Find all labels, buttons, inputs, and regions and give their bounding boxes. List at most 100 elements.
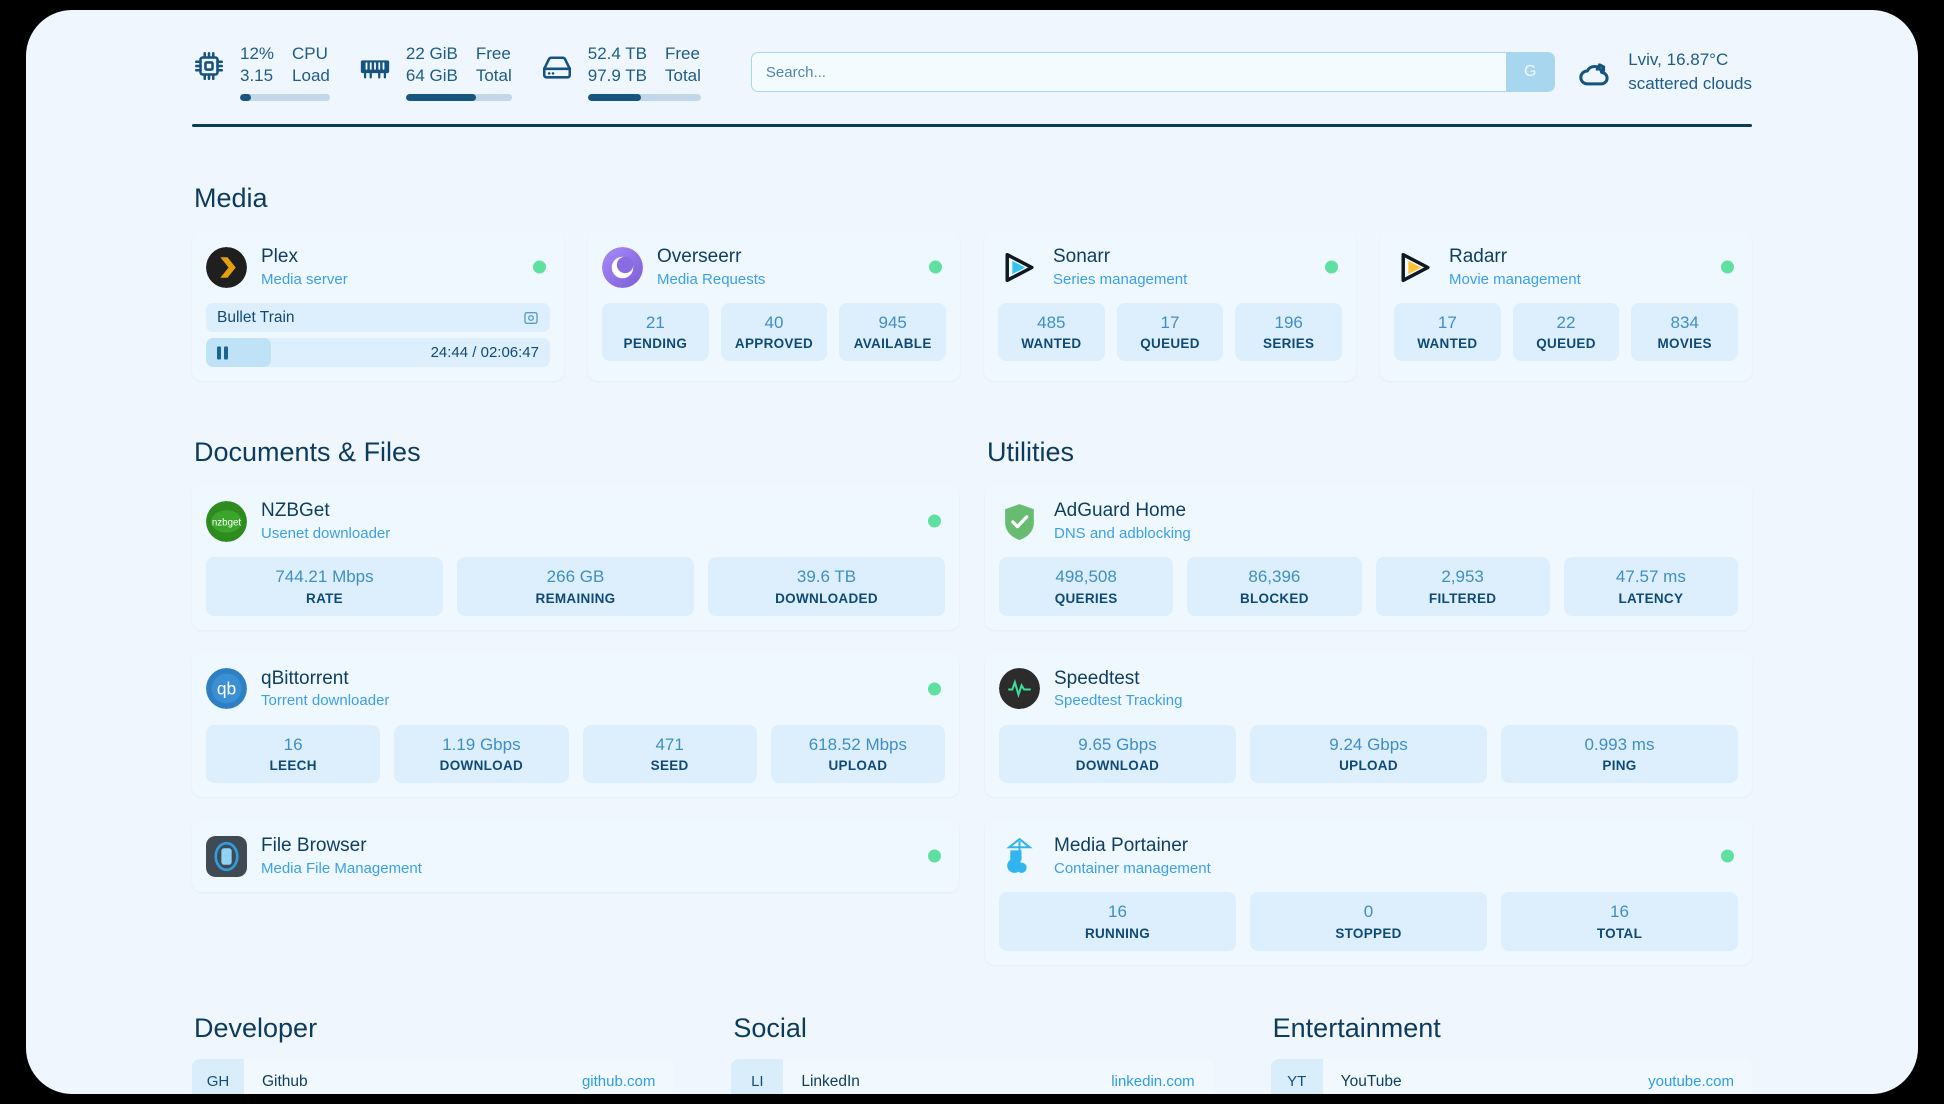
service-card-sonarr[interactable]: Sonarr Series management 485 WANTED 17 Q…	[984, 230, 1356, 382]
stat-value: 618.52 Mbps	[808, 734, 908, 754]
stat-tile: 618.52 Mbps UPLOAD	[770, 724, 945, 784]
service-card-file-browser[interactable]: File Browser Media File Management	[192, 819, 959, 893]
card-title: qBittorrent	[261, 667, 349, 689]
stat-label: PENDING	[623, 336, 688, 352]
cast-icon[interactable]	[523, 310, 539, 326]
status-dot	[929, 260, 942, 274]
ram-value-top: 22 GiB	[405, 44, 458, 64]
stat-value: 9.24 Gbps	[1329, 734, 1408, 754]
disk-progress-bar	[587, 93, 701, 101]
radarr-logo-icon	[1394, 247, 1435, 288]
stat-label: TOTAL	[1596, 925, 1643, 941]
search-input[interactable]	[751, 53, 1507, 91]
card-header: Sonarr Series management	[998, 245, 1342, 289]
bookmark-url: github.com	[581, 1073, 656, 1090]
search-provider-button[interactable]: G	[1506, 53, 1555, 91]
search-bar[interactable]: G	[750, 52, 1556, 92]
stat-tile: 266 GB REMAINING	[457, 557, 694, 616]
now-playing-title: Bullet Train	[217, 308, 295, 326]
card-header: Overseerr Media Requests	[602, 245, 946, 289]
stat-tile: 9.65 Gbps DOWNLOAD	[999, 724, 1236, 784]
service-card-adguard-home[interactable]: AdGuard Home DNS and adblocking 498,508 …	[985, 484, 1752, 630]
service-card-plex[interactable]: Plex Media server Bullet Train	[192, 230, 564, 382]
bookmarks-grid: Developer GH Github github.com SO StackO…	[192, 1012, 1752, 1094]
service-card-radarr[interactable]: Radarr Movie management 17 WANTED 22 QUE…	[1380, 230, 1752, 382]
bookmark-group-title: Entertainment	[1272, 1012, 1441, 1043]
header-bar: 12% 3.15 CPU Load	[192, 36, 1752, 108]
stat-value: 21	[645, 313, 665, 333]
card-subtitle: Torrent downloader	[261, 692, 390, 710]
status-dot	[928, 514, 941, 528]
stat-value: 196	[1274, 313, 1303, 333]
stat-label: QUEUED	[1536, 336, 1596, 352]
cpu-progress-fill	[240, 93, 251, 101]
stat-tile: 0 STOPPED	[1250, 892, 1487, 951]
status-dot	[1325, 260, 1338, 274]
stat-label: DOWNLOAD	[439, 758, 524, 774]
svg-text:qb: qb	[217, 679, 236, 699]
weather-widget[interactable]: Lviv, 16.87°C scattered clouds	[1577, 48, 1752, 96]
ram-progress-bar	[405, 93, 512, 101]
bookmark-name: Github	[262, 1072, 308, 1090]
service-card-speedtest[interactable]: Speedtest Speedtest Tracking 9.65 Gbps D…	[985, 651, 1752, 798]
card-subtitle: DNS and adblocking	[1054, 524, 1191, 542]
card-title: Sonarr	[1053, 246, 1111, 267]
adguard-shield-icon	[999, 501, 1040, 542]
stat-value: 471	[655, 734, 684, 754]
stat-label: STOPPED	[1335, 925, 1402, 941]
card-stats: 9.65 Gbps DOWNLOAD 9.24 Gbps UPLOAD 0.99…	[999, 724, 1738, 784]
card-stats: 485 WANTED 17 QUEUED 196 SERIES	[998, 303, 1343, 362]
playback-progress-fill	[206, 338, 272, 368]
ram-progress-fill	[405, 93, 476, 101]
card-title: Overseerr	[657, 246, 742, 267]
stat-tile: 498,508 QUERIES	[999, 557, 1174, 616]
disk-label-top: Free	[665, 44, 700, 64]
stat-label: FILTERED	[1428, 590, 1497, 606]
stat-value: 266 GB	[546, 567, 605, 587]
bookmark-item-youtube[interactable]: YT YouTube youtube.com	[1270, 1058, 1752, 1094]
bookmark-item-github[interactable]: GH Github github.com	[192, 1058, 674, 1094]
stat-tile: 485 WANTED	[998, 303, 1105, 362]
ram-value-bottom: 64 GiB	[405, 66, 458, 85]
card-header: Radarr Movie management	[1394, 245, 1738, 289]
service-card-media-portainer[interactable]: Media Portainer Container management 16 …	[985, 819, 1752, 965]
card-stats: 498,508 QUERIES 86,396 BLOCKED 2,953 FIL…	[999, 557, 1738, 616]
service-card-qbittorrent[interactable]: qb qBittorrent Torrent downloader 16 LEE…	[192, 651, 959, 798]
stat-label: WANTED	[1417, 336, 1478, 352]
stat-label: PING	[1602, 758, 1637, 774]
ram-label-bottom: Total	[475, 66, 512, 85]
card-header: AdGuard Home DNS and adblocking	[999, 499, 1738, 543]
section-title-media: Media	[194, 183, 268, 213]
stat-tile: 86,396 BLOCKED	[1187, 557, 1362, 616]
stat-tile: 39.6 TB DOWNLOADED	[708, 557, 945, 616]
pause-icon[interactable]	[217, 346, 228, 360]
cpu-label-bottom: Load	[292, 66, 330, 85]
stat-tile: 22 QUEUED	[1512, 303, 1620, 362]
stat-tile: 16 TOTAL	[1501, 892, 1738, 951]
playback-progress-bar[interactable]: 24:44 / 02:06:47	[206, 338, 550, 368]
bookmark-item-linkedin[interactable]: LI LinkedIn linkedin.com	[731, 1058, 1213, 1094]
stat-value: 22	[1556, 313, 1576, 333]
ram-label-top: Free	[475, 44, 511, 64]
service-card-nzbget[interactable]: nzbget NZBGet Usenet downloader 744.21 M…	[192, 484, 959, 630]
stat-tile: 21 PENDING	[602, 303, 709, 362]
card-title: Media Portainer	[1054, 835, 1189, 857]
stat-label: BLOCKED	[1239, 590, 1309, 606]
stat-tile: 47.57 ms LATENCY	[1563, 557, 1738, 616]
card-subtitle: Media Requests	[657, 270, 766, 288]
overseerr-logo-icon	[602, 246, 643, 288]
service-card-overseerr[interactable]: Overseerr Media Requests 21 PENDING 40 A…	[588, 230, 960, 382]
stat-label: UPLOAD	[1339, 758, 1398, 774]
stat-value: 485	[1037, 313, 1066, 333]
stat-label: APPROVED	[734, 336, 814, 352]
disk-icon	[540, 49, 574, 83]
nzbget-logo-icon: nzbget	[206, 500, 247, 542]
scattered-clouds-icon	[1577, 53, 1615, 91]
plex-logo-icon	[206, 246, 247, 288]
bookmark-name: LinkedIn	[801, 1072, 860, 1090]
card-subtitle: Container management	[1054, 859, 1211, 877]
stat-value: 498,508	[1055, 567, 1117, 587]
utilities-column: AdGuard Home DNS and adblocking 498,508 …	[985, 484, 1752, 965]
cpu-value-bottom: 3.15	[240, 66, 274, 85]
stat-label: DOWNLOADED	[775, 590, 878, 606]
